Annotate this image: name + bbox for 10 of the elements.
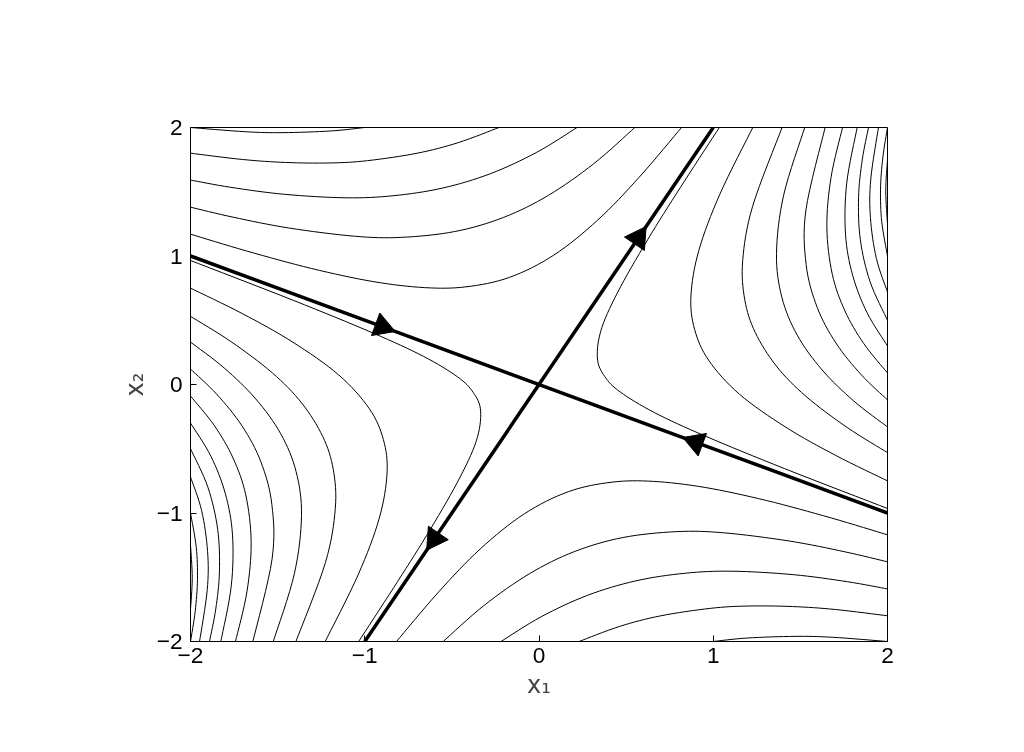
x-tick-label: −1 [351,641,378,668]
x-tick-label: 0 [532,641,546,668]
y-tick-label: 0 [169,371,183,397]
x-axis-title: x₁ [527,670,551,699]
y-tick-label: 1 [169,242,183,269]
x-tick-label: 2 [881,641,894,668]
x-tick-label: 1 [706,641,720,668]
y-tick-label: −1 [156,499,183,526]
y-axis-title: x₂ [120,372,149,397]
y-tick-label: 2 [169,114,183,140]
